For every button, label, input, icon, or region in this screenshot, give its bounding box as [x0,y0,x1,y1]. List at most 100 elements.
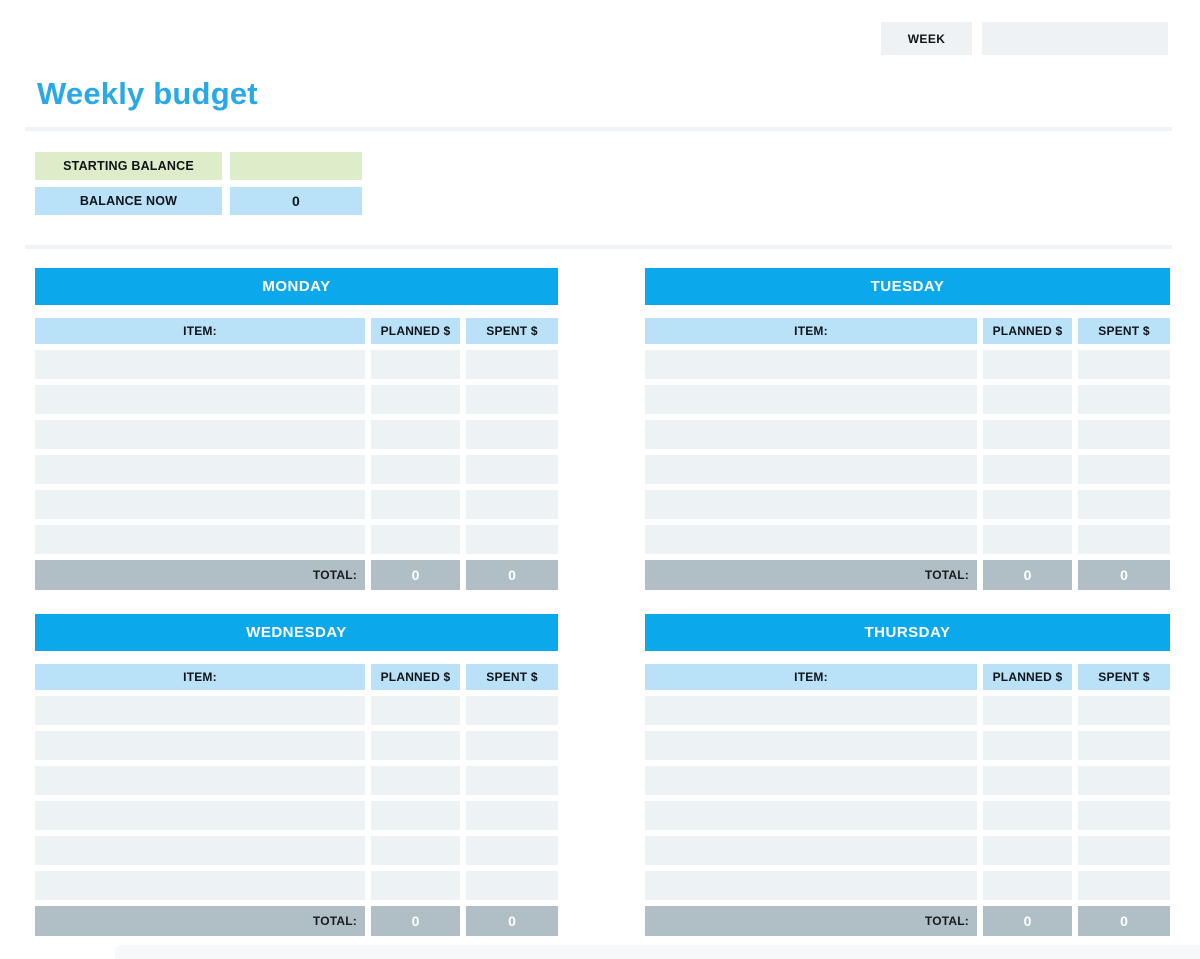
table-row [645,385,1170,414]
total-planned-value: 0 [983,906,1072,936]
total-spent-value: 0 [466,906,558,936]
item-cell[interactable] [35,385,365,414]
planned-cell[interactable] [371,490,460,519]
table-row [35,525,558,554]
item-cell[interactable] [35,455,365,484]
item-cell[interactable] [645,455,977,484]
item-cell[interactable] [35,801,365,830]
spent-cell[interactable] [1078,455,1170,484]
item-cell[interactable] [645,766,977,795]
spent-column-header: SPENT $ [466,664,558,690]
item-cell[interactable] [35,836,365,865]
planned-cell[interactable] [371,350,460,379]
planned-cell[interactable] [371,385,460,414]
planned-cell[interactable] [983,350,1072,379]
table-row [645,871,1170,900]
item-column-header: ITEM: [35,664,365,690]
spent-cell[interactable] [466,350,558,379]
item-cell[interactable] [645,731,977,760]
spent-cell[interactable] [1078,385,1170,414]
planned-cell[interactable] [983,696,1072,725]
total-label: TOTAL: [645,560,977,590]
spent-cell[interactable] [1078,836,1170,865]
planned-column-header: PLANNED $ [371,664,460,690]
spent-cell[interactable] [1078,801,1170,830]
item-cell[interactable] [35,350,365,379]
planned-cell[interactable] [983,420,1072,449]
item-cell[interactable] [645,525,977,554]
planned-cell[interactable] [983,836,1072,865]
planned-cell[interactable] [983,801,1072,830]
item-cell[interactable] [35,766,365,795]
total-row: TOTAL: 0 0 [35,560,558,590]
spent-cell[interactable] [466,455,558,484]
planned-cell[interactable] [983,766,1072,795]
item-cell[interactable] [645,696,977,725]
spent-cell[interactable] [466,525,558,554]
item-cell[interactable] [645,871,977,900]
planned-cell[interactable] [371,455,460,484]
spent-column-header: SPENT $ [1078,664,1170,690]
column-header-row: ITEM: PLANNED $ SPENT $ [645,318,1170,344]
day-header-thursday: THURSDAY [645,614,1170,651]
table-row [35,871,558,900]
total-planned-value: 0 [983,560,1072,590]
item-cell[interactable] [645,490,977,519]
item-cell[interactable] [35,525,365,554]
spent-cell[interactable] [1078,420,1170,449]
planned-cell[interactable] [371,525,460,554]
spent-cell[interactable] [466,836,558,865]
spent-cell[interactable] [466,696,558,725]
planned-cell[interactable] [371,731,460,760]
item-cell[interactable] [645,836,977,865]
total-spent-value: 0 [1078,560,1170,590]
spent-cell[interactable] [466,801,558,830]
planned-cell[interactable] [983,871,1072,900]
spent-cell[interactable] [1078,731,1170,760]
week-input[interactable] [982,22,1168,55]
spent-cell[interactable] [1078,766,1170,795]
planned-cell[interactable] [983,490,1072,519]
spent-cell[interactable] [466,731,558,760]
planned-cell[interactable] [371,766,460,795]
item-cell[interactable] [35,731,365,760]
item-column-header: ITEM: [35,318,365,344]
spent-cell[interactable] [466,385,558,414]
planned-cell[interactable] [371,836,460,865]
item-cell[interactable] [645,385,977,414]
table-row [645,525,1170,554]
item-cell[interactable] [35,871,365,900]
spent-cell[interactable] [466,766,558,795]
spent-cell[interactable] [1078,525,1170,554]
spent-cell[interactable] [1078,696,1170,725]
day-table: TUESDAY ITEM: PLANNED $ SPENT $ TOTAL: 0… [645,268,1170,590]
total-row: TOTAL: 0 0 [35,906,558,936]
item-cell[interactable] [645,420,977,449]
spent-column-header: SPENT $ [1078,318,1170,344]
spent-cell[interactable] [1078,871,1170,900]
spent-cell[interactable] [1078,490,1170,519]
starting-balance-input[interactable] [230,152,362,180]
planned-cell[interactable] [371,420,460,449]
spent-cell[interactable] [1078,350,1170,379]
spent-cell[interactable] [466,490,558,519]
item-cell[interactable] [645,350,977,379]
spent-cell[interactable] [466,871,558,900]
table-row [35,696,558,725]
planned-cell[interactable] [983,455,1072,484]
total-spent-value: 0 [1078,906,1170,936]
planned-cell[interactable] [371,696,460,725]
planned-cell[interactable] [983,385,1072,414]
table-row [645,801,1170,830]
spent-cell[interactable] [466,420,558,449]
planned-cell[interactable] [983,525,1072,554]
planned-cell[interactable] [371,801,460,830]
planned-cell[interactable] [983,731,1072,760]
planned-cell[interactable] [371,871,460,900]
item-cell[interactable] [35,490,365,519]
table-row [645,455,1170,484]
item-cell[interactable] [35,696,365,725]
item-cell[interactable] [35,420,365,449]
item-cell[interactable] [645,801,977,830]
